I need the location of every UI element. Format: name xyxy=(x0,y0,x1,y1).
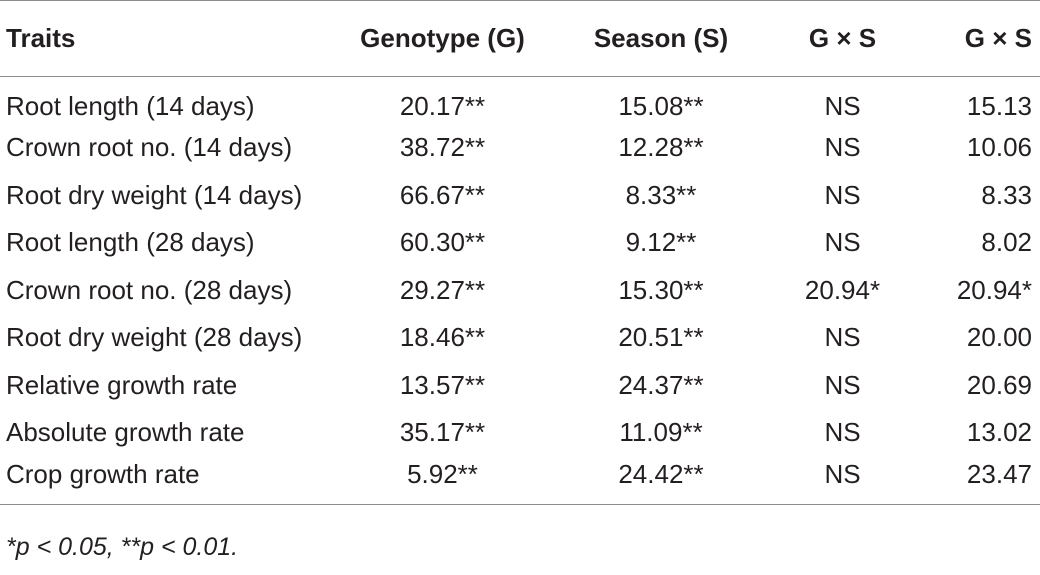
cell-season: 24.37** xyxy=(618,369,704,400)
table-row: Root length (14 days) 20.17** 15.08** NS… xyxy=(0,77,1040,125)
header-genotype: Genotype (G) xyxy=(340,0,545,77)
cell-genotype: 60.30** xyxy=(399,227,486,258)
header-traits: Traits xyxy=(0,0,340,77)
table-row: Absolute growth rate 35.17** 11.09** NS … xyxy=(0,409,1040,457)
cell-g-x-s: NS xyxy=(777,456,908,505)
table-row: Crown root no. (28 days) 29.27** 15.30**… xyxy=(0,267,1040,315)
cell-genotype: 66.67** xyxy=(399,179,486,210)
cell-g-x-s: 20.94* xyxy=(804,274,881,305)
cell-trait: Root dry weight (14 days) xyxy=(6,179,303,210)
cell-g-x-s-2: 20.94* xyxy=(956,274,1032,305)
table-row: Crown root no. (14 days) 38.72** 12.28**… xyxy=(0,124,1040,172)
header-g-x-s: G × S xyxy=(777,0,908,77)
cell-g-x-s-2: 20.00 xyxy=(966,322,1032,353)
cell-g-x-s: NS xyxy=(824,132,861,163)
table-row: Root dry weight (14 days) 66.67** 8.33**… xyxy=(0,172,1040,220)
cell-g-x-s-2: 13.02 xyxy=(966,417,1032,448)
cell-genotype: 35.17** xyxy=(399,417,486,448)
cell-g-x-s: NS xyxy=(824,322,861,353)
cell-g-x-s-2: 10.06 xyxy=(966,132,1032,163)
cell-genotype: 20.17** xyxy=(399,91,486,121)
table-footnote: *p < 0.05, **p < 0.01. xyxy=(6,533,239,561)
cell-trait: Root length (28 days) xyxy=(6,227,255,258)
table-row: Crop growth rate 5.92** 24.42** NS 23.47 xyxy=(0,456,1040,505)
table-header: Traits Genotype (G) Season (S) G × S G ×… xyxy=(0,0,1040,77)
cell-season: 20.51** xyxy=(618,322,704,353)
cell-genotype: 38.72** xyxy=(399,132,486,163)
header-row: Traits Genotype (G) Season (S) G × S G ×… xyxy=(0,0,1040,77)
cell-g-x-s: NS xyxy=(824,417,861,448)
cell-trait: Root dry weight (28 days) xyxy=(6,322,303,353)
cell-trait: Crown root no. (28 days) xyxy=(6,274,293,305)
cell-genotype: 13.57** xyxy=(399,369,486,400)
cell-genotype: 29.27** xyxy=(399,274,486,305)
table-row: Root length (28 days) 60.30** 9.12** NS … xyxy=(0,219,1040,267)
cell-g-x-s-2: 8.02 xyxy=(981,227,1032,258)
cell-g-x-s-2: 15.13 xyxy=(966,91,1032,121)
cell-season: 15.08** xyxy=(618,91,704,121)
cell-g-x-s: NS xyxy=(824,91,861,121)
cell-genotype: 18.46** xyxy=(399,322,486,353)
cell-g-x-s: NS xyxy=(824,369,861,400)
anova-table: Traits Genotype (G) Season (S) G × S G ×… xyxy=(0,0,1040,505)
cell-g-x-s-2: 20.69 xyxy=(966,369,1032,400)
cell-season: 9.12** xyxy=(625,227,697,258)
anova-table-container: Traits Genotype (G) Season (S) G × S G ×… xyxy=(0,0,1040,505)
cell-g-x-s-2: 23.47 xyxy=(908,456,1040,505)
cell-genotype: 5.92** xyxy=(340,456,545,505)
header-season: Season (S) xyxy=(545,0,777,77)
cell-trait: Absolute growth rate xyxy=(6,417,245,448)
cell-season: 15.30** xyxy=(618,274,704,305)
cell-season: 11.09** xyxy=(619,417,703,448)
cell-g-x-s-2: 8.33 xyxy=(981,179,1032,210)
cell-trait: Crop growth rate xyxy=(0,456,340,505)
table-body: Root length (14 days) 20.17** 15.08** NS… xyxy=(0,77,1040,505)
cell-trait: Crown root no. (14 days) xyxy=(6,132,293,163)
cell-season: 24.42** xyxy=(545,456,777,505)
cell-season: 8.33** xyxy=(625,179,697,210)
cell-trait: Root length (14 days) xyxy=(6,91,255,121)
table-row: Relative growth rate 13.57** 24.37** NS … xyxy=(0,362,1040,410)
cell-season: 12.28** xyxy=(618,132,704,163)
cell-trait: Relative growth rate xyxy=(6,369,238,400)
cell-g-x-s: NS xyxy=(824,179,861,210)
cell-g-x-s: NS xyxy=(824,227,861,258)
header-g-x-s-2: G × S xyxy=(908,0,1040,77)
table-row: Root dry weight (28 days) 18.46** 20.51*… xyxy=(0,314,1040,362)
